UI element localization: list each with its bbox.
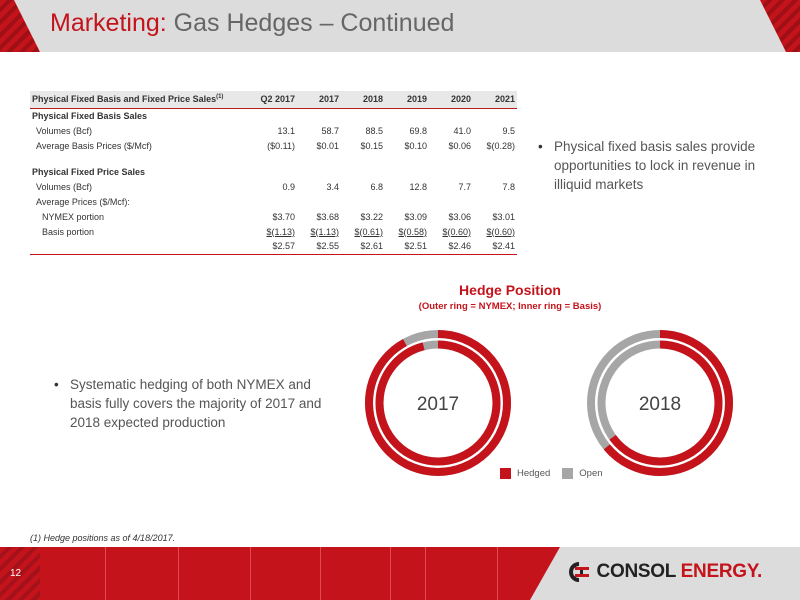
bullet-text: Physical fixed basis sales provide oppor… (554, 139, 756, 192)
outer-ring-hedged-arc (587, 330, 733, 476)
table-row: Volumes (Bcf) 0.9 3.4 6.8 12.8 7.7 7.8 (36, 181, 515, 192)
inner-ring-hedged-arc (375, 340, 501, 466)
legend-swatch-open (562, 468, 574, 479)
bullet-basis-sales: • Physical fixed basis sales provide opp… (534, 137, 774, 194)
donut-year-label: 2017 (417, 394, 459, 415)
table-row: Average Prices ($/Mcf): (36, 196, 130, 207)
col-header: 2019 (385, 91, 429, 109)
table-row: Basis portion $(1.13) $(1.13) $(0.61) $(… (42, 226, 515, 237)
table-row: Average Basis Prices ($/Mcf) ($0.11) $0.… (36, 140, 515, 151)
header-stripe-left (0, 0, 40, 52)
table-header-row: Physical Fixed Basis and Fixed Price Sal… (30, 91, 517, 109)
hedge-table: Physical Fixed Basis and Fixed Price Sal… (30, 91, 517, 255)
section-header: Physical Fixed Basis Sales (32, 110, 148, 121)
spacer-row (30, 153, 517, 164)
page-title: Marketing: Gas Hedges – Continued (50, 9, 454, 38)
table-header-label: Physical Fixed Basis and Fixed Price Sal… (30, 91, 245, 109)
col-header: 2017 (297, 91, 341, 109)
chart-title: Hedge Position (459, 282, 561, 298)
header-bar: Marketing: Gas Hedges – Continued (0, 0, 800, 52)
footer-stripe-left (0, 547, 40, 600)
bullet-text: Systematic hedging of both NYMEX and bas… (70, 377, 322, 430)
chart-subtitle: (Outer ring = NYMEX; Inner ring = Basis) (418, 301, 602, 312)
footer-dividers (0, 547, 800, 600)
consol-logo-mark-icon (568, 562, 589, 582)
legend-label-hedged: Hedged (517, 468, 551, 479)
inner-ring-hedged-arc (597, 340, 723, 466)
bullet-systematic-hedging: • Systematic hedging of both NYMEX and b… (50, 375, 340, 432)
page-number: 12 (10, 568, 22, 579)
col-header: Q2 2017 (245, 91, 297, 109)
logo-wordmark: CONSOL ENERGY. (596, 561, 763, 582)
bullet-dot-icon: • (54, 377, 59, 392)
table-row: Volumes (Bcf) 13.1 58.7 88.5 69.8 41.0 9… (36, 125, 515, 136)
outer-ring-hedged-arc (365, 330, 511, 476)
table-row: NYMEX portion $3.70 $3.68 $3.22 $3.09 $3… (42, 211, 515, 222)
col-header: 2018 (341, 91, 385, 109)
header-stripe-right (760, 0, 800, 52)
consol-energy-logo: CONSOL ENERGY. (566, 561, 762, 583)
donut-year-label: 2018 (639, 394, 681, 415)
section-header: Physical Fixed Price Sales (32, 166, 146, 177)
legend-swatch-hedged (500, 468, 511, 479)
donut-chart-2018: 2018 (587, 330, 733, 476)
table-row-total: $2.57 $2.55 $2.61 $2.51 $2.46 $2.41 (30, 239, 517, 255)
legend-label-open: Open (579, 468, 603, 479)
col-header: 2021 (473, 91, 517, 109)
title-accent: Marketing: (50, 9, 167, 37)
bullet-dot-icon: • (538, 139, 543, 154)
title-rest: Gas Hedges – Continued (173, 9, 455, 37)
chart-legend: Hedged Open (500, 468, 603, 479)
footnote: (1) Hedge positions as of 4/18/2017. (30, 533, 176, 543)
footer-bar: 12 CONSOL ENERGY. (0, 547, 800, 600)
donut-chart-2017: 2017 (365, 330, 511, 476)
logo-panel: CONSOL ENERGY. (530, 547, 800, 600)
col-header: 2020 (429, 91, 473, 109)
